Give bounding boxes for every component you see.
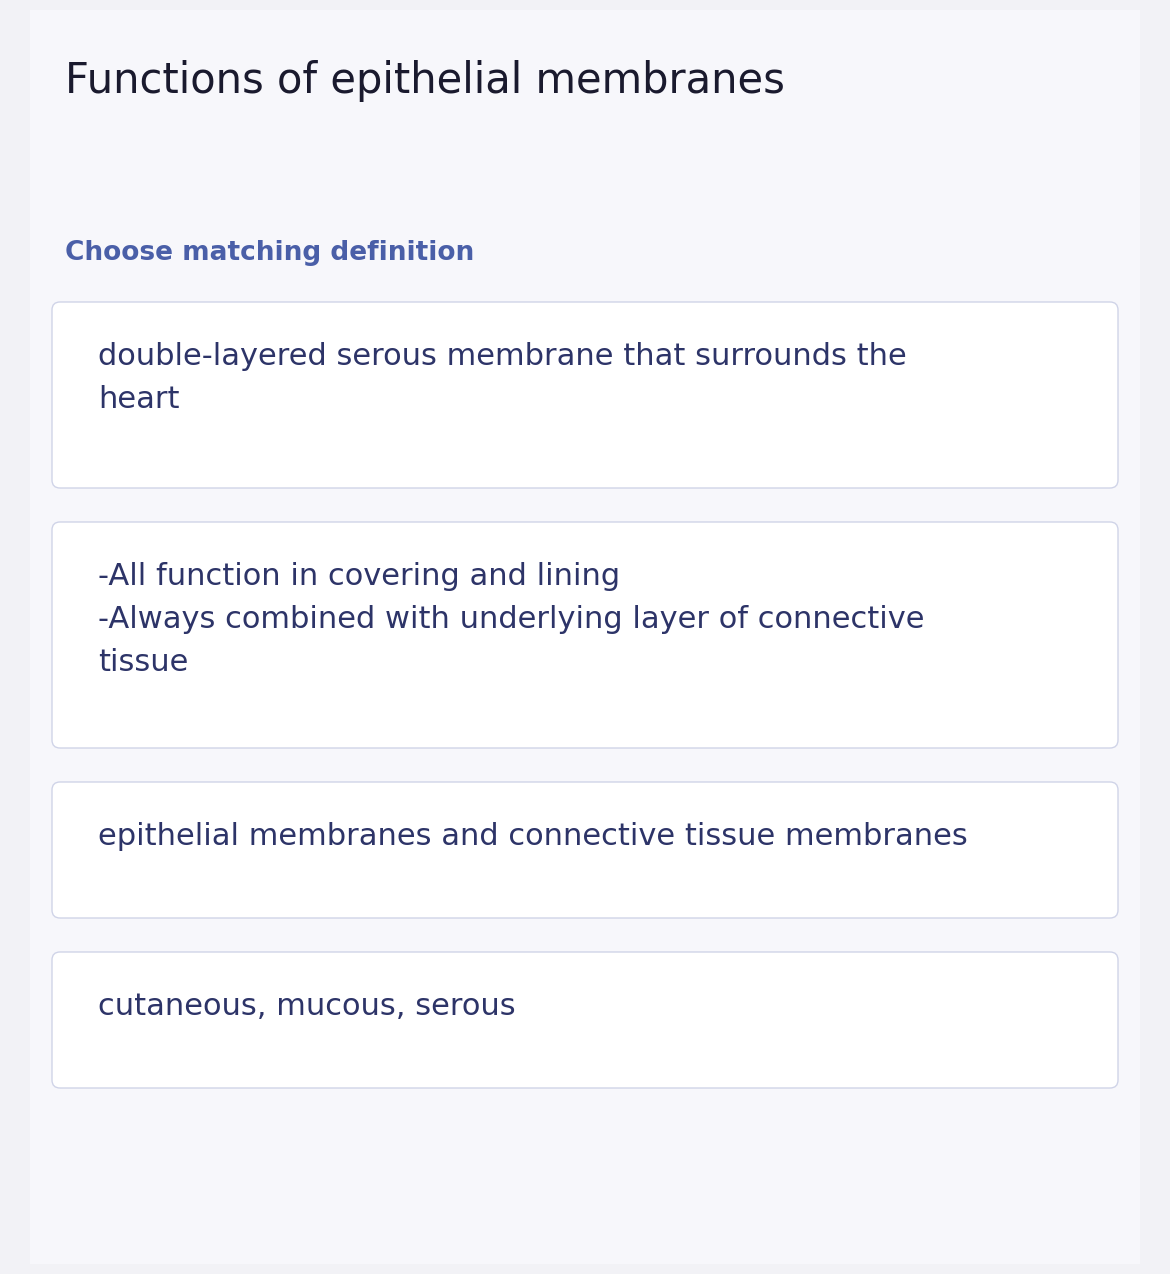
FancyBboxPatch shape bbox=[51, 302, 1119, 488]
Text: Choose matching definition: Choose matching definition bbox=[66, 240, 474, 266]
Text: double-layered serous membrane that surrounds the
heart: double-layered serous membrane that surr… bbox=[98, 341, 907, 414]
FancyBboxPatch shape bbox=[51, 782, 1119, 919]
Text: Functions of epithelial membranes: Functions of epithelial membranes bbox=[66, 60, 785, 102]
Text: -All function in covering and lining
-Always combined with underlying layer of c: -All function in covering and lining -Al… bbox=[98, 562, 924, 676]
FancyBboxPatch shape bbox=[30, 10, 1140, 1264]
Text: cutaneous, mucous, serous: cutaneous, mucous, serous bbox=[98, 992, 516, 1020]
FancyBboxPatch shape bbox=[51, 522, 1119, 748]
Text: epithelial membranes and connective tissue membranes: epithelial membranes and connective tiss… bbox=[98, 822, 968, 851]
FancyBboxPatch shape bbox=[51, 952, 1119, 1088]
